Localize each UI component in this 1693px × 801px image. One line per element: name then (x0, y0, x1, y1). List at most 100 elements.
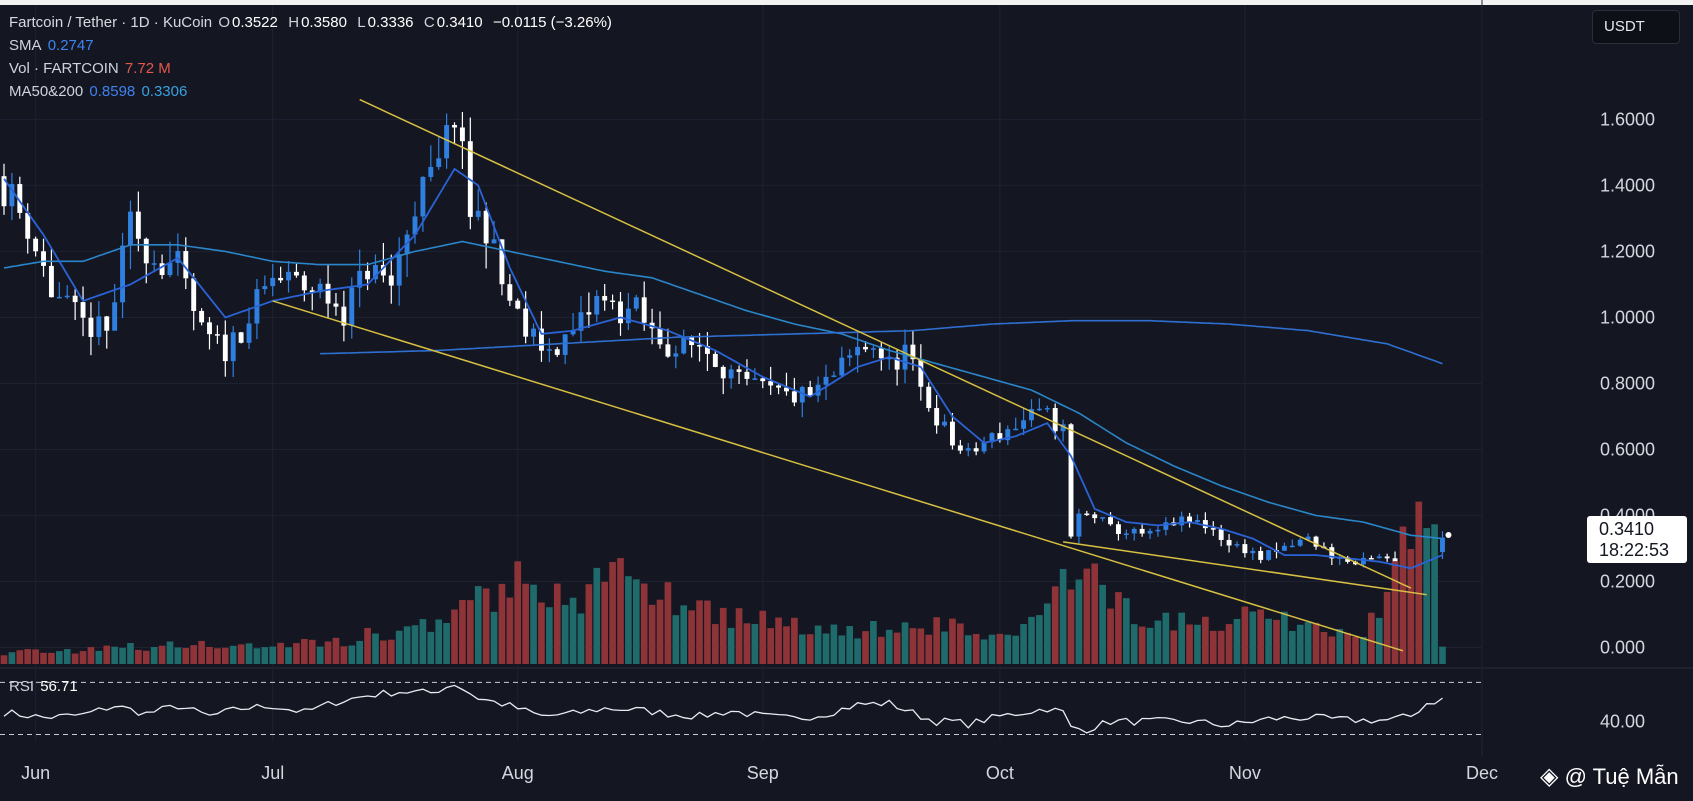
candle-body (784, 387, 789, 392)
candle-body (997, 433, 1003, 441)
volume-bar (798, 634, 806, 664)
candle-body (444, 125, 450, 159)
sma-legend[interactable]: SMA 0.2747 (9, 37, 96, 54)
candle-body (357, 270, 363, 288)
volume-bar (490, 611, 498, 664)
trendline (359, 98, 1412, 589)
volume-bar (625, 576, 632, 664)
currency-button[interactable]: USDT (1592, 10, 1680, 44)
candle-body (475, 210, 481, 217)
candle-body (736, 369, 742, 372)
volume-bar (261, 647, 269, 664)
volume-bar (237, 644, 245, 664)
volume-bar (214, 648, 221, 664)
candle-body (752, 378, 758, 380)
volume-bar (838, 635, 846, 664)
candle-body (531, 328, 537, 337)
volume-bar (293, 643, 300, 664)
candle-body (183, 251, 189, 279)
volume-label: Vol · FARTCOIN (9, 60, 119, 77)
volume-bar (1328, 636, 1336, 664)
candle-body (981, 442, 987, 452)
volume-bar (593, 567, 601, 664)
candle-body (894, 357, 900, 370)
volume-bar (285, 647, 292, 664)
volume-bar (221, 647, 229, 664)
volume-bar (467, 600, 474, 664)
volume-bar (1170, 630, 1178, 664)
volume-bar (949, 618, 956, 664)
volume-bar (253, 648, 261, 664)
watermark-text: @ Tuệ Mẫn (1564, 764, 1679, 789)
volume-bar (735, 608, 743, 664)
rsi-legend[interactable]: RSI 56.71 (9, 678, 80, 695)
candle-body (1440, 537, 1445, 553)
volume-bar (996, 633, 1004, 664)
candle-body (539, 328, 544, 351)
candle-body (167, 262, 173, 276)
candle-body (1187, 516, 1193, 523)
volume-bar (822, 633, 830, 664)
candle-body (1297, 539, 1303, 546)
candle-body (807, 387, 813, 396)
candle-body (1060, 424, 1066, 432)
candle-body (1202, 520, 1208, 529)
volume-bar (1407, 549, 1415, 664)
volume-bar (1028, 616, 1035, 664)
volume-bar (1115, 592, 1122, 664)
volume-bar (332, 637, 340, 664)
volume-bar (719, 607, 727, 664)
candle-body (973, 448, 979, 452)
candle-body (949, 421, 955, 446)
candle-body (293, 271, 299, 276)
volume-bar (1130, 624, 1138, 664)
volume-bar (704, 600, 711, 664)
volume-bar (95, 650, 103, 664)
volume-bar (356, 640, 363, 664)
symbol-name[interactable]: Fartcoin / Tether · 1D · KuCoin (9, 14, 213, 31)
volume-bar (925, 634, 933, 664)
candle-body (1005, 429, 1011, 441)
volume-bar (206, 646, 213, 664)
candle-body (246, 323, 252, 343)
candle-body (286, 271, 291, 281)
volume-bar (459, 599, 466, 664)
x-tick-label: Oct (986, 763, 1014, 783)
volume-bar (348, 645, 356, 664)
volume-bar (759, 610, 767, 664)
candle-body (380, 264, 386, 276)
volume-bar (308, 639, 316, 664)
candle-body (135, 211, 141, 239)
candle-body (1360, 557, 1366, 565)
candle-body (373, 264, 378, 280)
volume-legend[interactable]: Vol · FARTCOIN 7.72 M (9, 60, 173, 77)
candle-body (1250, 550, 1256, 554)
volume-bar (324, 641, 332, 664)
volume-bar (372, 633, 379, 664)
candle-body (1, 176, 7, 207)
candle-body (1108, 517, 1113, 525)
volume-bar (427, 631, 435, 664)
candle-body (1115, 524, 1121, 534)
candle-body (420, 176, 426, 217)
candle-body (143, 238, 149, 264)
candle-countdown: 18:22:53 (1599, 540, 1670, 560)
candle-body (499, 239, 505, 285)
volume-bar (198, 640, 205, 664)
change-value: −0.0115 (−3.26%) (492, 14, 612, 31)
candle-body (855, 346, 861, 356)
volume-bar (601, 581, 609, 664)
volume-bar (482, 588, 490, 664)
volume-bar (443, 622, 450, 664)
ma-label: MA50&200 (9, 83, 84, 100)
candle-body (641, 297, 647, 323)
volume-bar (8, 652, 16, 664)
candle-body (1345, 557, 1351, 562)
candle-body (1139, 528, 1145, 534)
x-tick-label: Nov (1229, 763, 1261, 783)
candle-body (9, 184, 15, 207)
candle-body (760, 378, 766, 382)
candle-body (199, 310, 205, 323)
ma-legend[interactable]: MA50&200 0.8598 0.3306 (9, 83, 189, 100)
